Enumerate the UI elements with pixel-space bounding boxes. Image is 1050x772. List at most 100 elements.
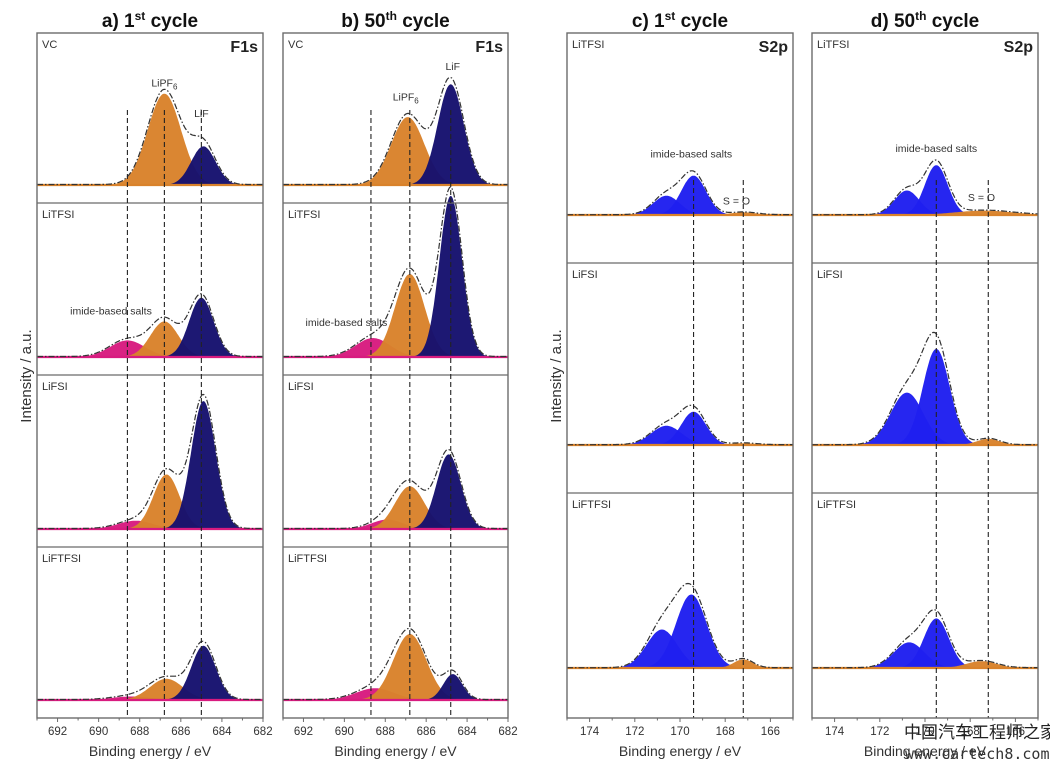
- panel-title-main: c) 1: [632, 11, 665, 32]
- x-tick-label: 686: [171, 726, 190, 738]
- panel-title-sup: st: [135, 9, 146, 23]
- peak-annotation: LiF: [445, 61, 460, 73]
- panel-frame: [282, 32, 509, 719]
- panel-title-main: a) 1: [102, 11, 135, 32]
- envelope-fit: [812, 331, 1038, 446]
- annotation-text: imide-based salts: [306, 317, 388, 329]
- sample-label: LiFTFSI: [288, 553, 327, 565]
- peak-annotation: imide-based salts: [70, 305, 152, 317]
- component-lif-2: [37, 297, 263, 357]
- panel-title-tail: cycle: [926, 11, 979, 32]
- x-tick-label: 166: [1006, 726, 1025, 738]
- envelope-fit: [812, 609, 1038, 669]
- annotation-text: S = O: [968, 192, 995, 204]
- component-lipf6-1: [283, 274, 508, 357]
- peak-annotation: S = O: [723, 196, 750, 208]
- watermark: 中国汽车工程师之家 www.cartech8.com: [904, 723, 1050, 763]
- peak-annotation: LiPF6: [393, 92, 420, 106]
- panel-title-sup: th: [915, 9, 926, 23]
- watermark-line2: www.cartech8.com: [905, 745, 1050, 763]
- subpanel-lifsi: LiFSI: [37, 374, 263, 531]
- envelope-fit: [37, 393, 263, 530]
- panel-title: a) 1st cycle: [102, 9, 198, 32]
- component-lipf6-0: [283, 117, 508, 185]
- sample-label: LiFTFSI: [42, 553, 81, 565]
- subpanel-lifsi: LiFSI: [283, 374, 508, 531]
- x-tick-label: 174: [580, 726, 600, 738]
- annotation-text: imide-based salts: [895, 143, 977, 155]
- subpanel-liftfsi: LiFTFSI: [37, 546, 263, 702]
- component-lif-2: [283, 674, 508, 700]
- sample-label: LiFTFSI: [572, 499, 611, 511]
- peak-annotation: imide-based salts: [306, 317, 388, 329]
- x-tick-label: 692: [48, 726, 67, 738]
- panel-title-sup: st: [665, 9, 676, 23]
- sample-label: LiTFSI: [288, 209, 320, 221]
- component-imide_s-1: [567, 411, 793, 445]
- envelope-fit: [37, 293, 263, 358]
- annotation-text: S = O: [723, 196, 750, 208]
- component-lipf6-1: [283, 634, 508, 700]
- component-imide_s-1: [812, 165, 1038, 215]
- envelope-fit: [283, 627, 508, 701]
- x-tick-label: 684: [212, 726, 232, 738]
- peak-annotation: imide-based salts: [650, 148, 732, 160]
- x-tick-label: 168: [716, 726, 735, 738]
- component-lipf6-0: [37, 93, 263, 185]
- envelope-fit: [283, 76, 508, 186]
- annotation-subscript: 6: [173, 83, 178, 92]
- component-s_o-2: [812, 661, 1038, 668]
- envelope-fit: [567, 582, 793, 669]
- component-imide_s-1: [567, 594, 793, 668]
- subpanel-liftfsi: LiFTFSI: [283, 546, 508, 702]
- component-lipf6-1: [37, 678, 263, 700]
- panel-b: b) 50th cycle VC F1s LiPF6 LiF LiTFSI imide-ba…: [282, 9, 518, 759]
- envelope-fit: [37, 88, 263, 186]
- subpanel-lifsi: LiFSI: [567, 262, 793, 447]
- subpanel-litfsi: LiTFSI S2p imide-based salts S = O: [812, 39, 1039, 217]
- subpanel-liftfsi: LiFTFSI: [812, 492, 1038, 670]
- x-tick-label: 684: [457, 726, 477, 738]
- y-axis-label-f1s: Intensity / a.u.: [18, 329, 35, 422]
- sample-label: LiFSI: [42, 381, 68, 393]
- envelope-fit: [812, 159, 1039, 216]
- x-tick-label: 692: [294, 726, 313, 738]
- component-lif-2: [283, 454, 508, 529]
- annotation-text: LiF: [445, 61, 460, 73]
- component-lipf6-1: [37, 321, 263, 357]
- component-lif-2: [37, 401, 263, 529]
- x-tick-label: 690: [335, 726, 354, 738]
- x-tick-label: 682: [498, 726, 517, 738]
- sample-label: LiFTFSI: [817, 499, 856, 511]
- annotation-text: imide-based salts: [650, 148, 732, 160]
- panel-frame: [36, 32, 264, 719]
- component-imide_s-1: [812, 618, 1038, 668]
- x-tick-label: 170: [670, 726, 689, 738]
- x-tick-label: 688: [130, 726, 149, 738]
- x-tick-label: 166: [761, 726, 780, 738]
- subpanel-litfsi: LiTFSI S2p imide-based salts S = O: [567, 39, 793, 217]
- x-axis-label: Binding energy / eV: [89, 743, 212, 759]
- x-tick-label: 690: [89, 726, 108, 738]
- component-lif-2: [37, 645, 263, 700]
- watermark-line1: 中国汽车工程师之家: [904, 723, 1050, 743]
- sample-label: LiFSI: [817, 269, 843, 281]
- peak-annotation: LiPF6: [151, 78, 178, 92]
- panel-title-tail: cycle: [397, 11, 450, 32]
- annotation-text: LiPF: [393, 92, 415, 104]
- x-tick-label: 172: [870, 726, 889, 738]
- component-lif-1: [37, 146, 263, 185]
- annotation-text: imide-based salts: [70, 305, 152, 317]
- panel-title-main: d) 50: [871, 11, 915, 32]
- core-level-label: F1s: [475, 39, 503, 56]
- panel-title: c) 1st cycle: [632, 9, 728, 32]
- x-axis-label: Binding energy / eV: [334, 743, 457, 759]
- subpanel-liftfsi: LiFTFSI: [567, 492, 793, 670]
- component-lipf6-1: [37, 474, 263, 529]
- component-imide_s-1: [567, 175, 793, 215]
- envelope-fit: [283, 448, 508, 530]
- panel-c: c) 1st cycle LiTFSI S2p imide-based salts S …: [566, 9, 794, 759]
